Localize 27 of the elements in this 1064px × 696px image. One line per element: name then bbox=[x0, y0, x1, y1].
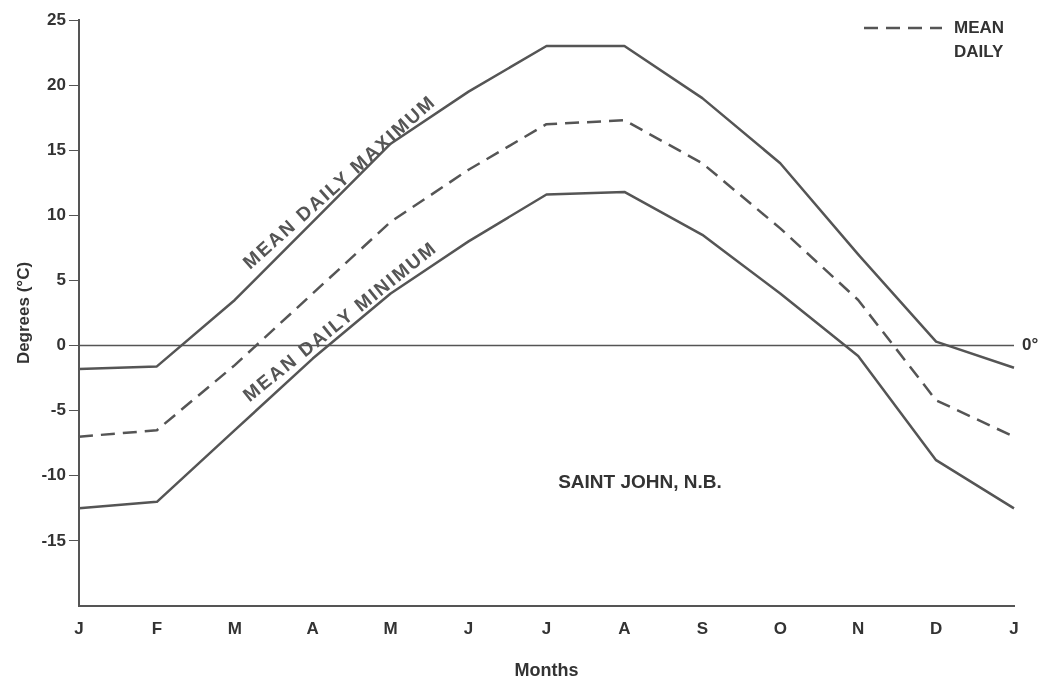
x-tick-label: A bbox=[618, 618, 631, 638]
x-tick-label: S bbox=[696, 618, 708, 638]
x-tick-label: N bbox=[852, 618, 865, 638]
y-tick-label: 20 bbox=[47, 74, 66, 94]
legend-label: MEAN DAILY bbox=[954, 17, 1005, 61]
x-tick-label: J bbox=[1009, 618, 1019, 638]
x-tick-label: M bbox=[383, 618, 398, 638]
x-tick-label: D bbox=[929, 618, 943, 638]
x-tick-label: J bbox=[463, 618, 474, 638]
y-tick-label: -10 bbox=[41, 465, 66, 485]
y-tick-label: 15 bbox=[47, 139, 66, 159]
y-tick-label: 25 bbox=[47, 9, 66, 29]
x-tick-label: O bbox=[773, 618, 787, 638]
x-tick-label: A bbox=[306, 618, 319, 638]
ref-line-label: 0° bbox=[1022, 335, 1039, 355]
annotation: SAINT JOHN, N.B. bbox=[558, 470, 722, 492]
x-tick-label: M bbox=[227, 618, 242, 638]
y-tick-label: -5 bbox=[50, 400, 66, 420]
x-tick-label: J bbox=[74, 618, 84, 638]
y-tick-label: 0 bbox=[56, 335, 66, 355]
y-tick-label: 5 bbox=[56, 270, 66, 290]
y-tick-label: 10 bbox=[47, 205, 66, 225]
y-axis-title: Degrees (°C) bbox=[13, 261, 33, 365]
y-tick-label: -15 bbox=[41, 530, 66, 550]
x-axis-title: Months bbox=[514, 660, 579, 681]
x-tick-label: F bbox=[151, 618, 163, 638]
x-tick-label: J bbox=[541, 618, 552, 638]
